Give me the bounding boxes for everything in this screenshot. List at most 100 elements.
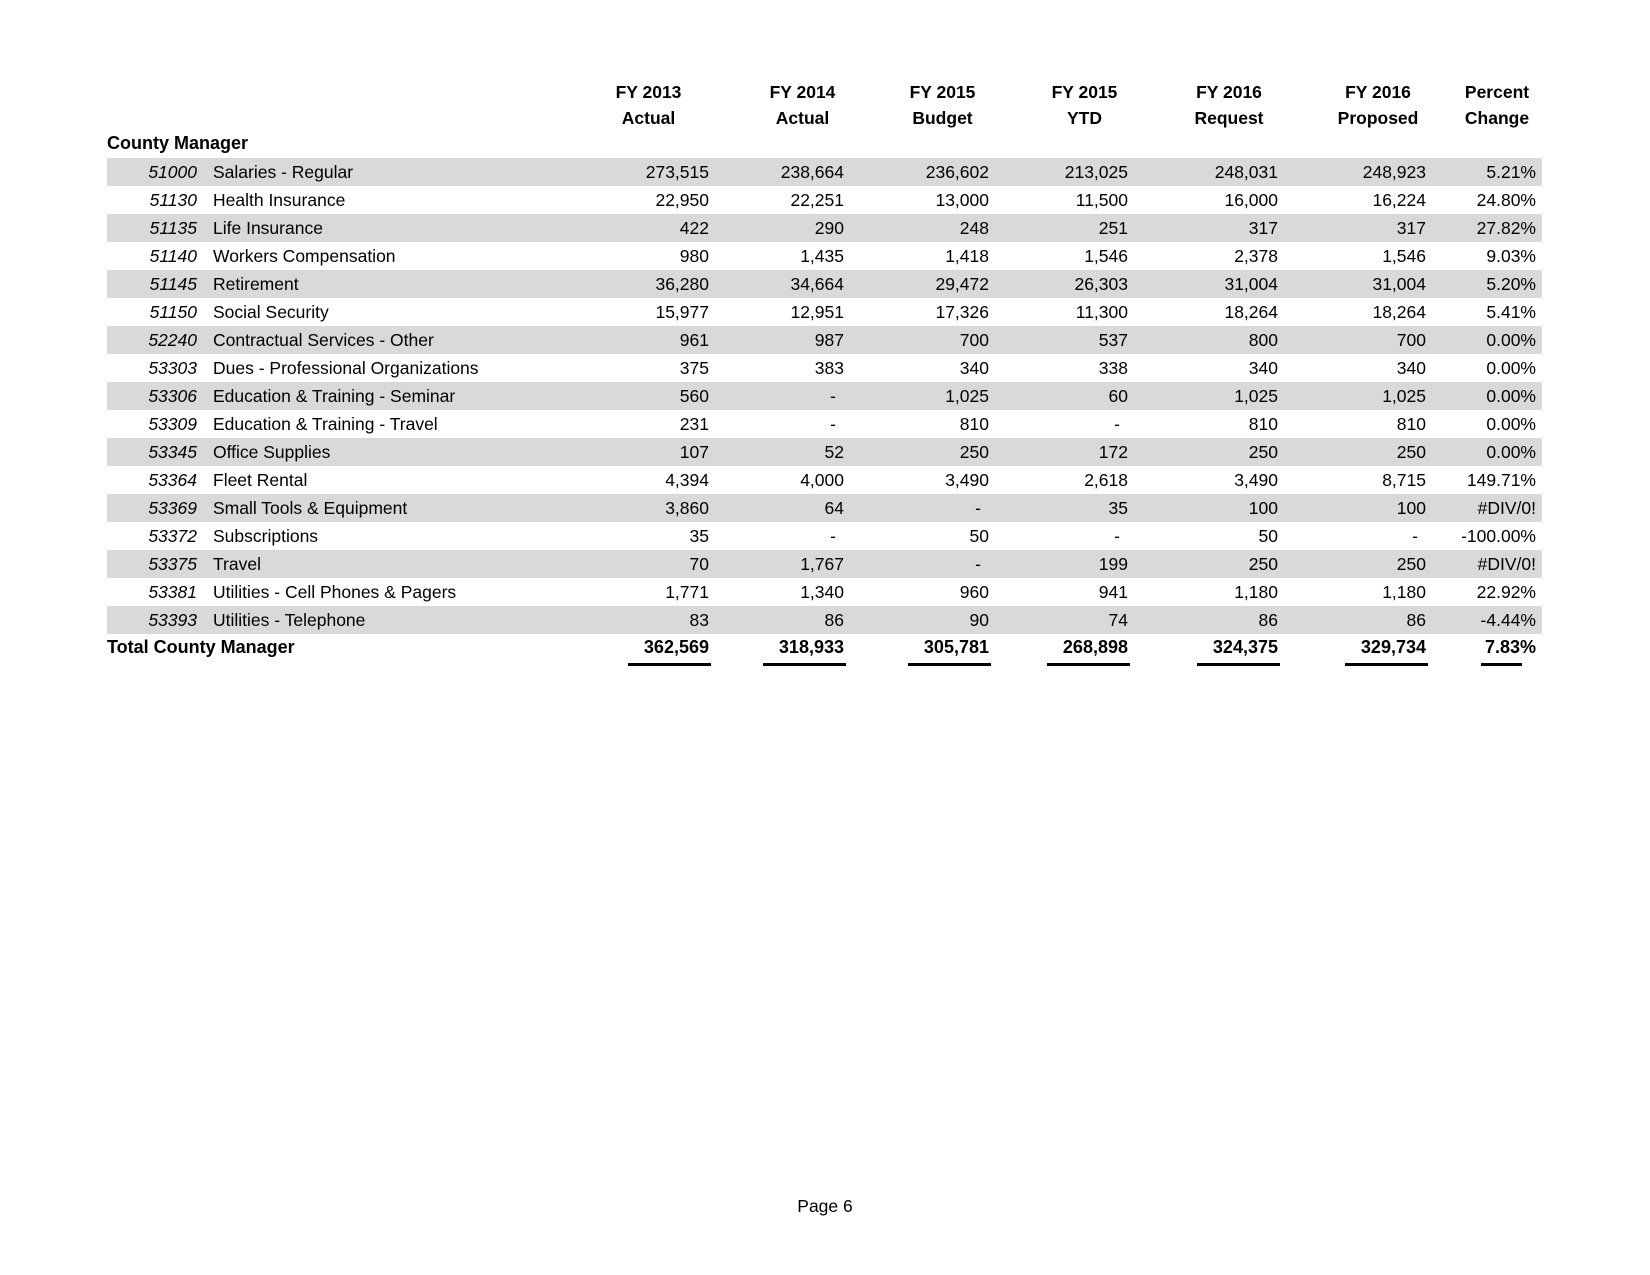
table-row: 53345 Office Supplies 107 52 250 172 250 250 0.0… [107, 438, 1542, 466]
table-row: 51130 Health Insurance 22,950 22,251 13,000 1… [107, 186, 1542, 214]
value-cell: 199 [1098, 554, 1128, 574]
value-cell: 3,490 [1234, 470, 1278, 490]
value-cell: 18,264 [1224, 302, 1278, 322]
account-code: 53381 [148, 582, 197, 602]
account-label: Travel [213, 554, 261, 574]
value-cell: 236,602 [925, 162, 989, 182]
value-cell: 90 [969, 610, 989, 630]
total-value: 7.83% [1480, 634, 1536, 666]
value-cell: 4,000 [800, 470, 844, 490]
table-row: 53393 Utilities - Telephone 83 86 90 74 86 86 -4… [107, 606, 1542, 634]
value-cell: 1,546 [1084, 246, 1128, 266]
value-cell: 1,180 [1382, 582, 1426, 602]
value-cell: - [830, 526, 836, 546]
section-title: County Manager [107, 133, 249, 153]
value-cell: 810 [1396, 414, 1426, 434]
value-cell: 340 [1248, 358, 1278, 378]
value-cell: 60 [1108, 386, 1128, 406]
account-label: Utilities - Cell Phones & Pagers [213, 582, 457, 602]
column-header-line1: FY 2016 [1196, 82, 1262, 102]
percent-change-cell: 5.41% [1486, 302, 1536, 322]
value-cell: 17,326 [935, 302, 989, 322]
account-code: 53364 [148, 470, 197, 490]
total-row: Total County Manager 362,569 318,933 305,7… [107, 634, 1542, 666]
column-header-line1: Percent [1464, 82, 1530, 102]
value-cell: 340 [1396, 358, 1426, 378]
value-cell: 11,300 [1075, 302, 1128, 322]
total-value: 268,898 [1046, 634, 1131, 666]
table-row: 52240 Contractual Services - Other 961 987 7… [107, 326, 1542, 354]
account-label: Salaries - Regular [213, 162, 354, 182]
value-cell: 238,664 [780, 162, 844, 182]
value-cell: 250 [959, 442, 989, 462]
column-header-line2: Actual [775, 108, 830, 128]
account-code: 53369 [148, 498, 197, 518]
account-label: Social Security [213, 302, 329, 322]
column-header-line2: Actual [621, 108, 676, 128]
value-cell: - [830, 386, 836, 406]
total-value: 305,781 [907, 634, 992, 666]
value-cell: 700 [959, 330, 989, 350]
table-row: 53369 Small Tools & Equipment 3,860 64 - 35 10… [107, 494, 1542, 522]
total-value-cell: 305,781 [870, 634, 1015, 666]
column-header-line1: FY 2014 [769, 82, 836, 102]
account-code: 51130 [149, 190, 197, 210]
table-row: 51145 Retirement 36,280 34,664 29,472 26,303 3… [107, 270, 1542, 298]
value-cell: 810 [1248, 414, 1278, 434]
column-header-line1: FY 2015 [909, 82, 976, 102]
percent-change-cell: -4.44% [1480, 610, 1536, 630]
value-cell: 3,860 [665, 498, 709, 518]
column-header-line1: FY 2013 [615, 82, 682, 102]
value-cell: 107 [679, 442, 709, 462]
value-cell: 35 [689, 526, 709, 546]
table-row: 51000 Salaries - Regular 273,515 238,664 236… [107, 158, 1542, 186]
value-cell: 1,435 [800, 246, 844, 266]
value-cell: 810 [959, 414, 989, 434]
value-cell: 290 [814, 218, 844, 238]
value-cell: 172 [1098, 442, 1128, 462]
value-cell: 18,264 [1372, 302, 1426, 322]
value-cell: 250 [1248, 442, 1278, 462]
value-cell: 16,000 [1224, 190, 1278, 210]
value-cell: 2,378 [1234, 246, 1278, 266]
account-label: Small Tools & Equipment [213, 498, 408, 518]
table-row: 53372 Subscriptions 35 - 50 - 50 - -100.00% [107, 522, 1542, 550]
column-header-line2: YTD [1067, 108, 1102, 128]
column-header-line2: Proposed [1337, 108, 1419, 128]
column-header: Percent Change [1452, 79, 1542, 131]
value-cell: 22,950 [655, 190, 709, 210]
value-cell: 100 [1396, 498, 1426, 518]
total-value-cell: 324,375 [1154, 634, 1304, 666]
table-row: 53303 Dues - Professional Organizations 37… [107, 354, 1542, 382]
account-code: 53303 [148, 358, 197, 378]
percent-change-cell: -100.00% [1461, 526, 1536, 546]
value-cell: 248,031 [1214, 162, 1278, 182]
account-code: 51135 [149, 218, 197, 238]
value-cell: 250 [1248, 554, 1278, 574]
value-cell: 250 [1396, 554, 1426, 574]
value-cell: 1,025 [1234, 386, 1278, 406]
value-cell: - [1114, 526, 1120, 546]
value-cell: 700 [1396, 330, 1426, 350]
account-code: 53309 [148, 414, 197, 434]
value-cell: 980 [679, 246, 709, 266]
value-cell: 251 [1098, 218, 1128, 238]
table-row: 53381 Utilities - Cell Phones & Pagers 1,7… [107, 578, 1542, 606]
value-cell: 800 [1248, 330, 1278, 350]
value-cell: 1,767 [800, 554, 844, 574]
value-cell: - [975, 498, 981, 518]
table-row: 51140 Workers Compensation 980 1,435 1,418 1,… [107, 242, 1542, 270]
value-cell: 1,025 [1382, 386, 1426, 406]
account-label: Office Supplies [213, 442, 331, 462]
header-spacer [207, 79, 562, 131]
value-cell: 3,490 [945, 470, 989, 490]
percent-change-cell: 9.03% [1486, 246, 1536, 266]
value-cell: 2,618 [1084, 470, 1128, 490]
value-cell: 560 [679, 386, 709, 406]
column-header: FY 2013 Actual [562, 79, 735, 131]
account-code: 52240 [148, 330, 197, 350]
column-header-line1: FY 2016 [1345, 82, 1411, 102]
value-cell: 1,546 [1382, 246, 1426, 266]
value-cell: 86 [824, 610, 844, 630]
account-label: Workers Compensation [213, 246, 396, 266]
